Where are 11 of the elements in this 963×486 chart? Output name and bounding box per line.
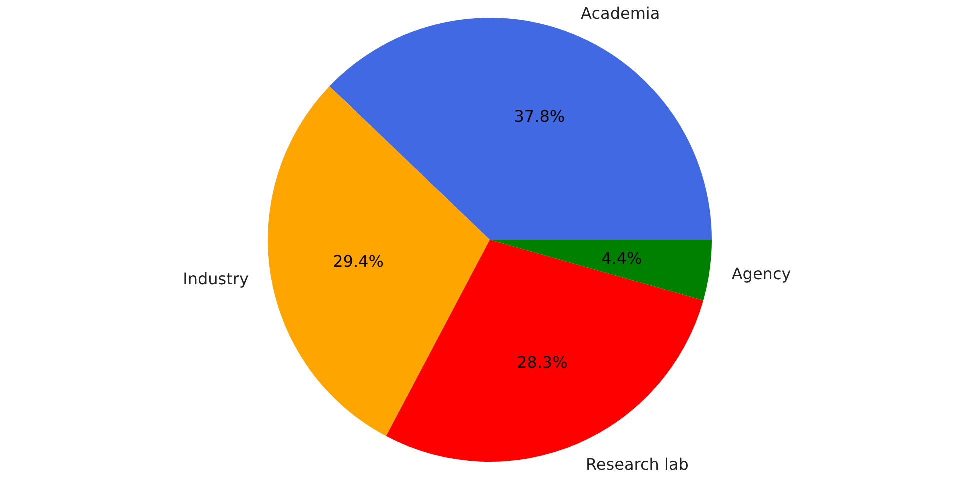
pie-slice xyxy=(490,240,712,301)
pie-slice xyxy=(330,18,712,240)
slice-label: Research lab xyxy=(586,455,689,474)
pie-slice xyxy=(268,86,490,436)
slice-label: Industry xyxy=(183,270,249,289)
data-label: 37.8% xyxy=(514,107,566,126)
data-label: 29.4% xyxy=(333,252,384,271)
data-label: 4.4% xyxy=(602,248,642,268)
data-label: 28.3% xyxy=(516,353,568,372)
slice-label: Agency xyxy=(732,264,792,284)
slice-label: Academia xyxy=(581,4,660,24)
